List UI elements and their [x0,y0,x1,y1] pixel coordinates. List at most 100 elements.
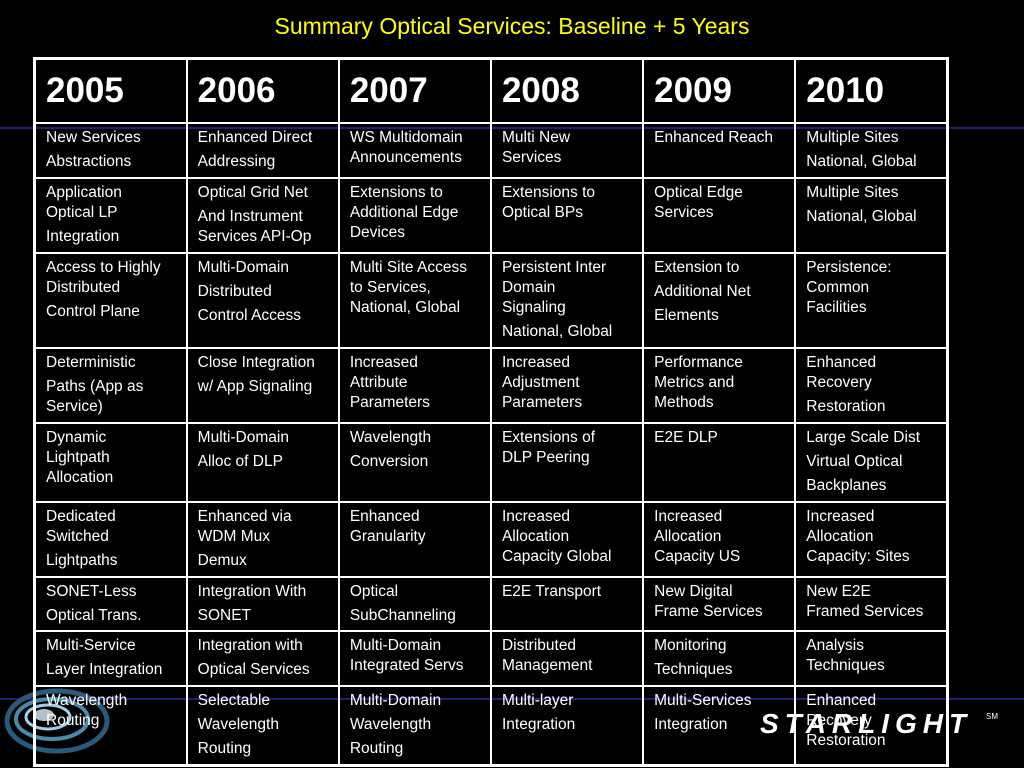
cell-line: Integration with [197,637,303,655]
cell-line: Routing [46,711,100,729]
cell-line: Techniques [806,657,885,675]
cell-line: DLP Peering [501,448,590,466]
cell-line: Selectable [197,691,271,709]
table-row: Application Optical LP Integration Optical … [33,176,949,254]
cell-line: Extensions to [349,183,443,201]
table-cell: Multi-Domain Distributed Control Access [185,251,340,349]
cell-line: Extensions of [501,428,596,446]
cell-line: Multiple Sites [806,129,899,146]
cell-line: National, Global [806,153,917,170]
year-header-2009: 2009 [642,57,797,124]
table-cell: Extensions of DLP Peering [489,421,645,503]
cell-line: Capacity US [654,547,741,565]
cell-line: Restoration [806,731,886,749]
cell-line: Facilities [806,298,867,316]
cell-line: Deterministic [46,353,136,371]
table-body: New Services Abstractions Enhanced Direct A… [33,122,949,767]
table-cell: Enhanced Reach [642,122,797,179]
cell-line: Multi New [501,129,571,146]
cell-line: Conversion [349,452,429,470]
cell-line: Common [806,278,870,296]
cell-line: Services [501,149,562,166]
cell-line: Enhanced via [197,507,292,525]
cell-line: Multi-Domain [349,691,442,709]
cell-line: Multi-Domain [197,258,289,276]
cell-line: Multi-Domain [197,428,289,446]
cell-line: Increased [349,353,418,371]
cell-line: Allocation [806,527,874,545]
table-cell: Multi-Service Layer Integration [33,630,188,687]
table-cell: Optical SubChanneling [337,575,492,633]
cell-line: Allocation [46,468,114,486]
cell-line: Recovery [806,373,872,391]
table-cell: Increased Allocation Capacity US [642,500,797,578]
cell-line: Frame Services [654,602,763,620]
services-table-container: 2005 2006 2007 2008 2009 2010 New Services Abs… [33,57,949,767]
cell-line: Wavelength [197,715,279,733]
cell-line: Large Scale Dist [806,428,921,446]
cell-line: SONET-Less [46,582,137,600]
table-cell: Optical Edge Services [642,176,797,254]
cell-line: Allocation [501,527,570,545]
table-row: Multi-Service Layer Integration Integratio… [33,630,949,687]
cell-line: Services [654,203,714,221]
table-cell: Enhanced via WDM Mux Demux [185,500,340,578]
cell-line: Optical LP [46,203,118,221]
table-cell: Extension to Additional Net Elements [642,251,797,349]
cell-line: New Services [46,129,141,146]
cell-line: Addressing [197,153,276,170]
table-cell: SONET-Less Optical Trans. [33,575,188,633]
table-cell: Distributed Management [489,630,645,687]
cell-line: Access to Highly [46,258,161,276]
cell-line: Performance [654,353,743,371]
cell-line: National, Global [806,207,917,225]
table-cell: E2E Transport [489,575,645,633]
table-header-row: 2005 2006 2007 2008 2009 2010 [33,57,949,124]
cell-line: WDM Mux [197,527,270,545]
table-cell: Analysis Techniques [794,630,949,687]
year-header-2010: 2010 [794,57,949,124]
table-cell: Multi New Services [489,122,645,179]
table-cell: Multi-Domain Integrated Servs [337,630,492,687]
cell-line: National, Global [349,298,461,316]
table-row: Dedicated Switched Lightpaths Enhanced via W… [33,500,949,578]
table-cell: Dedicated Switched Lightpaths [33,500,188,578]
cell-line: Integration With [197,582,307,600]
cell-line: Services API-Op [197,227,312,245]
cell-line: Alloc of DLP [197,452,283,470]
cell-line: Integration [654,715,728,733]
table-cell: Dynamic Lightpath Allocation [33,421,188,503]
cell-line: Integration [46,227,120,245]
cell-line: Optical BPs [501,203,583,221]
table-cell: Multi-Domain Wavelength Routing [337,684,492,767]
cell-line: Enhanced Direct [197,129,313,146]
cell-line: Lightpaths [46,551,118,569]
cell-line: Extensions to [501,183,596,201]
cell-line: Multiple Sites [806,183,899,201]
cell-line: Distributed [197,282,272,300]
cell-line: Routing [349,739,404,757]
table-cell: Large Scale Dist Virtual Optical Backplane… [794,421,949,503]
cell-line: National, Global [501,322,613,340]
table-cell: Enhanced Recovery Restoration [794,684,949,767]
table-cell: Performance Metrics and Methods [642,346,797,424]
cell-line: Increased [806,507,875,525]
cell-line: SONET [197,606,252,624]
year-header-2005: 2005 [33,57,188,124]
table-cell: Multi Site Access to Services, National, G… [337,251,492,349]
table-cell: Integration with Optical Services [185,630,340,687]
cell-line: Additional Edge [349,203,459,221]
table-cell: Deterministic Paths (App as Service) [33,346,188,424]
cell-line: Parameters [349,393,430,411]
table-cell: Enhanced Recovery Restoration [794,346,949,424]
cell-line: Additional Net [654,282,751,300]
table-row: SONET-Less Optical Trans. Integration With… [33,575,949,633]
cell-line: Allocation [654,527,722,545]
cell-line: New E2E [806,582,871,600]
cell-line: Metrics and [654,373,735,391]
cell-line: Lightpath [46,448,110,466]
cell-line: Elements [654,306,719,324]
cell-line: Optical [349,582,399,600]
cell-line: Close Integration [197,353,315,371]
table-cell: New E2E Framed Services [794,575,949,633]
